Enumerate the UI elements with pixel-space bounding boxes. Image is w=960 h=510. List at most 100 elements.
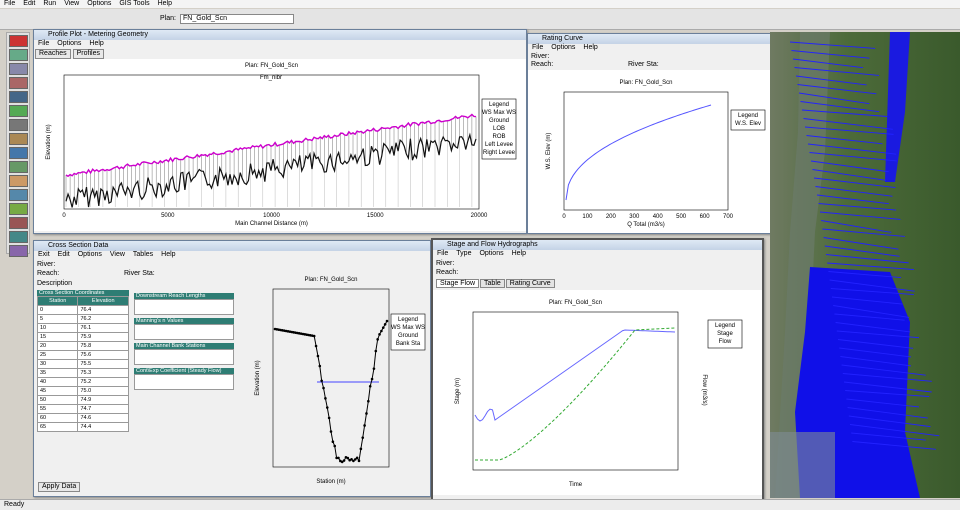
menu-item[interactable]: Help: [583, 44, 597, 51]
panel-fields[interactable]: [134, 349, 234, 365]
tool-button[interactable]: [9, 119, 28, 131]
menu-item[interactable]: View: [64, 0, 79, 7]
tool-button[interactable]: [9, 35, 28, 47]
table-cell[interactable]: 74.9: [78, 396, 129, 405]
x-axis-label: Q Total (m3/s): [627, 222, 665, 228]
apply-button[interactable]: Apply Data: [38, 482, 80, 492]
menu-item[interactable]: Options: [479, 250, 503, 257]
menu-item[interactable]: File: [532, 44, 543, 51]
table-cell[interactable]: 55: [38, 405, 78, 414]
legend-title: Legend: [398, 317, 418, 323]
profile-window: Profile Plot - Metering Geometry FileOpt…: [33, 29, 527, 234]
tab[interactable]: Table: [480, 279, 505, 288]
table-cell[interactable]: 75.2: [78, 378, 129, 387]
tool-button[interactable]: [9, 63, 28, 75]
table-cell[interactable]: 76.1: [78, 324, 129, 333]
plot-frame: [564, 92, 728, 210]
plot-subtitle: Fm_nibr: [260, 75, 282, 81]
map-tile: [770, 432, 835, 498]
menu-item[interactable]: Exit: [38, 251, 50, 258]
menu-item[interactable]: Tables: [133, 251, 153, 258]
menu-item[interactable]: Options: [87, 0, 111, 7]
table-cell[interactable]: 25: [38, 351, 78, 360]
legend-entry: WS Max WS: [482, 110, 516, 116]
menu-item[interactable]: File: [4, 0, 15, 7]
table-cell[interactable]: 75.8: [78, 342, 129, 351]
menu-item[interactable]: File: [437, 250, 448, 257]
tool-button[interactable]: [9, 189, 28, 201]
menu-item[interactable]: Edit: [58, 251, 70, 258]
table-cell[interactable]: 60: [38, 414, 78, 423]
menu-item[interactable]: Help: [512, 250, 526, 257]
tool-button[interactable]: [9, 203, 28, 215]
tool-button[interactable]: [9, 245, 28, 257]
table-cell[interactable]: 15: [38, 333, 78, 342]
table-cell[interactable]: 40: [38, 378, 78, 387]
tool-button[interactable]: [9, 161, 28, 173]
table-cell[interactable]: 5: [38, 315, 78, 324]
menu-item[interactable]: Help: [89, 40, 103, 47]
tool-button[interactable]: [9, 133, 28, 145]
tool-button[interactable]: [9, 105, 28, 117]
menu-item[interactable]: Edit: [23, 0, 35, 7]
tool-button[interactable]: [9, 231, 28, 243]
tool-button[interactable]: [9, 77, 28, 89]
menu-item[interactable]: View: [110, 251, 125, 258]
rating-line: [566, 105, 711, 200]
x-axis-label: Station (m): [316, 479, 345, 485]
table-cell[interactable]: 20: [38, 342, 78, 351]
menu-item[interactable]: GIS Tools: [119, 0, 149, 7]
menu-item[interactable]: Run: [43, 0, 56, 7]
menu-item[interactable]: Options: [78, 251, 102, 258]
table-cell[interactable]: 65: [38, 423, 78, 432]
ground-point: [324, 397, 327, 400]
table: StationElevation076.4576.21076.11575.920…: [37, 296, 129, 432]
table-cell[interactable]: 74.7: [78, 405, 129, 414]
table-cell[interactable]: 75.3: [78, 369, 129, 378]
table-cell[interactable]: 50: [38, 396, 78, 405]
menu-item[interactable]: Options: [57, 40, 81, 47]
table-cell[interactable]: 0: [38, 306, 78, 315]
tab[interactable]: Rating Curve: [506, 279, 555, 288]
panel-fields[interactable]: [134, 324, 234, 340]
tool-button[interactable]: [9, 147, 28, 159]
table-cell[interactable]: 30: [38, 360, 78, 369]
table-row: 4575.0: [38, 387, 129, 396]
ground-point: [363, 424, 366, 427]
table-cell[interactable]: 35: [38, 369, 78, 378]
panel-fields[interactable]: [134, 299, 234, 315]
plan-select[interactable]: FN_Gold_Scn: [180, 14, 294, 24]
tool-button[interactable]: [9, 217, 28, 229]
table-cell[interactable]: 76.4: [78, 306, 129, 315]
table-cell[interactable]: 75.0: [78, 387, 129, 396]
table-cell[interactable]: 45: [38, 387, 78, 396]
menu-item[interactable]: Help: [158, 0, 172, 7]
table-cell[interactable]: 74.6: [78, 414, 129, 423]
tool-button[interactable]: [9, 49, 28, 61]
map-view: [770, 32, 960, 498]
menu-item[interactable]: File: [38, 40, 49, 47]
window-title: Rating Curve: [528, 34, 771, 44]
table-row: 2075.8: [38, 342, 129, 351]
table-cell[interactable]: 76.2: [78, 315, 129, 324]
table-cell[interactable]: 10: [38, 324, 78, 333]
tool-button[interactable]: [9, 91, 28, 103]
plot-title: Plan: FN_Gold_Scn: [619, 80, 672, 86]
table-cell[interactable]: 75.5: [78, 360, 129, 369]
tab[interactable]: Stage Flow: [436, 279, 479, 288]
menu-item[interactable]: Options: [551, 44, 575, 51]
profiles-button[interactable]: Profiles: [73, 49, 104, 59]
panel-fields[interactable]: [134, 374, 234, 390]
menu-item[interactable]: Type: [456, 250, 471, 257]
window-title: Cross Section Data: [34, 241, 430, 251]
table-cell[interactable]: 75.9: [78, 333, 129, 342]
reaches-button[interactable]: Reaches: [35, 49, 71, 59]
table-cell[interactable]: 74.4: [78, 423, 129, 432]
legend-title: Legend: [738, 113, 758, 119]
table-cell[interactable]: 75.6: [78, 351, 129, 360]
river-station-label: River Sta:: [628, 61, 659, 68]
tool-button[interactable]: [9, 175, 28, 187]
menu-item[interactable]: Help: [161, 251, 175, 258]
x-tick-label: 0: [62, 213, 66, 219]
